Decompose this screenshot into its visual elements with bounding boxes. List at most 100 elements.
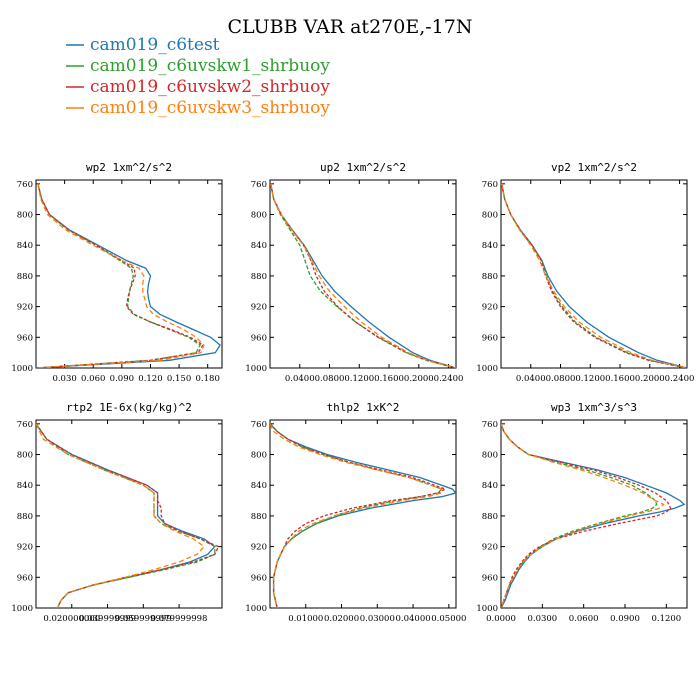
- y-tick-label: 1000: [245, 364, 267, 374]
- series-line: [270, 183, 456, 368]
- y-tick-label: 880: [482, 512, 498, 522]
- y-tick-label: 800: [17, 211, 33, 221]
- chart-panel: rtp2 1E-6x(kg/kg)^2 760 800 840 880 920 960 100…: [11, 401, 223, 624]
- x-tick-label: 0.039999999: [79, 614, 136, 624]
- panel-title: vp2 1xm^2/s^2: [551, 161, 637, 174]
- y-tick-label: 840: [251, 481, 267, 491]
- x-tick-label: 0.2000: [404, 374, 434, 384]
- series-line: [36, 183, 201, 368]
- y-tick-label: 800: [17, 451, 33, 461]
- y-tick-label: 800: [251, 451, 267, 461]
- y-tick-label: 760: [17, 180, 33, 190]
- y-tick-label: 920: [482, 543, 498, 553]
- y-tick-label: 840: [251, 241, 267, 251]
- x-tick-label: 0.05000: [431, 614, 466, 624]
- x-tick-label: 0.0400: [285, 374, 315, 384]
- plot-frame: [500, 179, 688, 369]
- y-tick-label: 840: [482, 241, 498, 251]
- series-line: [36, 183, 204, 368]
- x-tick-label: 0.030: [52, 374, 76, 384]
- y-tick-label: 1000: [11, 604, 33, 614]
- x-tick-label: 0.180: [196, 374, 220, 384]
- series-line: [36, 183, 205, 368]
- series-line: [501, 423, 686, 608]
- x-tick-label: 0.1200: [344, 374, 374, 384]
- chart-panel: thlp2 1xK^2 760 800 840 880 920 960 1000 0.01000…: [245, 401, 466, 624]
- series-line: [270, 183, 456, 368]
- y-tick-label: 960: [251, 333, 267, 343]
- y-tick-label: 1000: [245, 604, 267, 614]
- x-tick-label: 0.1600: [605, 374, 635, 384]
- legend-entry: cam019_c6uvskw1_shrbuoy: [90, 56, 330, 76]
- x-tick-label: 0.020000000: [43, 614, 100, 624]
- panel-title: up2 1xm^2/s^2: [320, 161, 406, 174]
- series-line: [270, 423, 443, 608]
- x-tick-label: 0.090: [110, 374, 134, 384]
- y-tick-label: 760: [482, 180, 498, 190]
- x-tick-label: 0.02000: [324, 614, 359, 624]
- y-tick-label: 760: [251, 180, 267, 190]
- plot-frame: [269, 419, 457, 609]
- plot-frame: [500, 419, 688, 609]
- y-tick-label: 760: [17, 420, 33, 430]
- x-tick-label: 0.0800: [546, 374, 576, 384]
- series-line: [501, 183, 687, 368]
- series-line: [501, 183, 687, 368]
- x-tick-label: 0.0300: [527, 614, 557, 624]
- x-tick-label: 0.0800: [315, 374, 345, 384]
- legend: cam019_c6testcam019_c6uvskw1_shrbuoycam0…: [66, 35, 330, 118]
- y-tick-label: 840: [482, 481, 498, 491]
- series-line: [36, 423, 206, 608]
- y-tick-label: 920: [17, 303, 33, 313]
- series-line: [270, 423, 447, 608]
- y-tick-label: 920: [482, 303, 498, 313]
- figure-title: CLUBB VAR at270E,-17N: [228, 16, 473, 38]
- chart-panel: wp2 1xm^2/s^2 760 800 840 880 920 960 1000 0.030…: [11, 161, 223, 384]
- x-tick-label: 0.2000: [635, 374, 665, 384]
- x-tick-label: 0.079999998: [151, 614, 208, 624]
- y-tick-label: 920: [251, 543, 267, 553]
- y-tick-label: 960: [17, 333, 33, 343]
- series-line: [501, 423, 672, 608]
- legend-entry: cam019_c6test: [90, 35, 220, 55]
- legend-entry: cam019_c6uvskw2_shrbuoy: [90, 77, 330, 97]
- plot-frame: [269, 179, 457, 369]
- y-tick-label: 1000: [11, 364, 33, 374]
- x-tick-label: 0.059999999: [115, 614, 172, 624]
- chart-panel: vp2 1xm^2/s^2 760 800 840 880 920 960 1000 0.040…: [476, 161, 694, 384]
- y-tick-label: 880: [17, 272, 33, 282]
- x-tick-label: 0.04000: [395, 614, 430, 624]
- y-tick-label: 880: [17, 512, 33, 522]
- y-tick-label: 880: [251, 272, 267, 282]
- panel-title: wp3 1xm^3/s^3: [551, 401, 637, 414]
- x-tick-label: 0.060: [81, 374, 105, 384]
- y-tick-label: 960: [251, 573, 267, 583]
- series-line: [501, 423, 665, 608]
- x-tick-label: 0.1600: [374, 374, 404, 384]
- y-tick-label: 800: [482, 451, 498, 461]
- series-line: [501, 183, 687, 368]
- series-line: [36, 183, 221, 368]
- y-tick-label: 960: [482, 573, 498, 583]
- x-tick-label: 0.120: [138, 374, 162, 384]
- x-tick-label: 0.0000: [486, 614, 516, 624]
- y-tick-label: 960: [17, 573, 33, 583]
- y-tick-label: 920: [251, 303, 267, 313]
- y-tick-label: 800: [251, 211, 267, 221]
- series-line: [270, 423, 443, 608]
- y-tick-label: 880: [251, 512, 267, 522]
- panel-title: wp2 1xm^2/s^2: [86, 161, 172, 174]
- chart-panel: up2 1xm^2/s^2 760 800 840 880 920 960 1000 0.040…: [245, 161, 463, 384]
- x-tick-label: 0.1200: [651, 614, 681, 624]
- y-tick-label: 840: [17, 241, 33, 251]
- y-tick-label: 800: [482, 211, 498, 221]
- plot-frame: [35, 179, 223, 369]
- y-tick-label: 920: [17, 543, 33, 553]
- panel-title: rtp2 1E-6x(kg/kg)^2: [66, 401, 192, 414]
- y-tick-label: 840: [17, 481, 33, 491]
- y-tick-label: 1000: [476, 364, 498, 374]
- legend-entry: cam019_c6uvskw3_shrbuoy: [90, 98, 330, 118]
- panel-title: thlp2 1xK^2: [327, 401, 400, 414]
- plot-frame: [35, 419, 223, 609]
- x-tick-label: 0.0600: [569, 614, 599, 624]
